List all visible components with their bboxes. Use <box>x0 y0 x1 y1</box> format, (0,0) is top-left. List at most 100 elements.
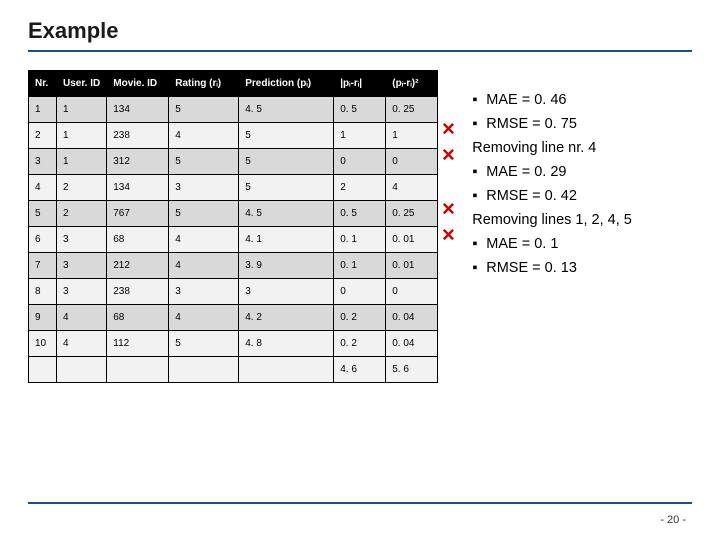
table-row: 636844. 10. 10. 01 <box>29 227 438 253</box>
table-cell: 4 <box>386 175 438 201</box>
content-row: Nr. User. ID Movie. ID Rating (rᵢ) Predi… <box>28 70 692 383</box>
table-row: 7321243. 90. 10. 01 <box>29 253 438 279</box>
table-header-row: Nr. User. ID Movie. ID Rating (rᵢ) Predi… <box>29 71 438 97</box>
table-row: 946844. 20. 20. 04 <box>29 305 438 331</box>
table-cell: 0. 04 <box>386 305 438 331</box>
table-cell: 0. 2 <box>334 305 386 331</box>
table-cell: 3 <box>239 279 334 305</box>
ratings-table: Nr. User. ID Movie. ID Rating (rᵢ) Predi… <box>28 70 438 383</box>
table-cell: 0. 1 <box>334 227 386 253</box>
remove-1245: Removing lines 1, 2, 4, 5 <box>472 212 632 228</box>
table-cell: 5 <box>29 201 57 227</box>
table-row: 10411254. 80. 20. 04 <box>29 331 438 357</box>
mae-1: MAE = 0. 46 <box>472 92 632 108</box>
table-row: 832383300 <box>29 279 438 305</box>
table-cell: 0. 25 <box>386 97 438 123</box>
table-cell: 4 <box>169 123 239 149</box>
table-cell <box>57 357 107 383</box>
table-cell: 5 <box>169 149 239 175</box>
table-cell: 0. 5 <box>334 97 386 123</box>
table-cell: 0. 04 <box>386 331 438 357</box>
th-nr: Nr. <box>29 71 57 97</box>
th-user: User. ID <box>57 71 107 97</box>
page-title: Example <box>28 18 692 44</box>
table-cell: 4. 5 <box>239 201 334 227</box>
table-cell: 5. 6 <box>386 357 438 383</box>
table-cell: 5 <box>169 331 239 357</box>
table-cell: 5 <box>239 175 334 201</box>
table-wrap: Nr. User. ID Movie. ID Rating (rᵢ) Predi… <box>28 70 438 383</box>
table-cell: 134 <box>107 97 169 123</box>
remove-4: Removing line nr. 4 <box>472 140 632 156</box>
table-row: 212384511 <box>29 123 438 149</box>
rmse-3: RMSE = 0. 13 <box>472 260 632 276</box>
table-cell: 2 <box>29 123 57 149</box>
table-cell: 0. 2 <box>334 331 386 357</box>
table-cell: 68 <box>107 305 169 331</box>
table-cell: 6 <box>29 227 57 253</box>
table-cell: 1 <box>386 123 438 149</box>
table-cell: 4 <box>169 227 239 253</box>
table-cell: 68 <box>107 227 169 253</box>
table-cell: 4 <box>29 175 57 201</box>
th-pred: Prediction (pᵢ) <box>239 71 334 97</box>
table-cell: 1 <box>334 123 386 149</box>
th-abs: |pᵢ-rᵢ| <box>334 71 386 97</box>
table-cell: 312 <box>107 149 169 175</box>
th-sq: (pᵢ-rᵢ)² <box>386 71 438 97</box>
table-cell: 1 <box>57 149 107 175</box>
table-cell: 4. 1 <box>239 227 334 253</box>
table-cell: 5 <box>239 123 334 149</box>
table-cell: 238 <box>107 279 169 305</box>
table-cell: 3 <box>57 253 107 279</box>
table-cell: 3 <box>29 149 57 175</box>
table-summary-row: 4. 65. 6 <box>29 357 438 383</box>
rmse-2: RMSE = 0. 42 <box>472 188 632 204</box>
footer-line <box>28 502 692 504</box>
table-row: 421343524 <box>29 175 438 201</box>
mae-2: MAE = 0. 29 <box>472 164 632 180</box>
table-cell: 3. 9 <box>239 253 334 279</box>
table-cell: 0. 01 <box>386 253 438 279</box>
title-underline <box>28 50 692 52</box>
x-icon: × <box>442 144 455 166</box>
table-row: 313125500 <box>29 149 438 175</box>
table-cell: 2 <box>57 201 107 227</box>
table-row: 5276754. 50. 50. 25 <box>29 201 438 227</box>
table-cell: 0. 1 <box>334 253 386 279</box>
table-cell: 1 <box>57 97 107 123</box>
table-cell: 0 <box>386 149 438 175</box>
table-cell: 3 <box>169 279 239 305</box>
table-cell: 0 <box>334 149 386 175</box>
table-cell: 7 <box>29 253 57 279</box>
table-cell: 2 <box>57 175 107 201</box>
table-cell: 767 <box>107 201 169 227</box>
table-cell: 4 <box>57 331 107 357</box>
table-cell: 5 <box>169 97 239 123</box>
table-cell <box>107 357 169 383</box>
table-cell: 9 <box>29 305 57 331</box>
table-cell: 5 <box>239 149 334 175</box>
table-cell: 4 <box>169 305 239 331</box>
th-movie: Movie. ID <box>107 71 169 97</box>
table-cell: 2 <box>334 175 386 201</box>
table-cell: 212 <box>107 253 169 279</box>
table-cell: 238 <box>107 123 169 149</box>
table-cell: 10 <box>29 331 57 357</box>
table-cell: 4. 8 <box>239 331 334 357</box>
table-cell <box>239 357 334 383</box>
table-cell: 1 <box>29 97 57 123</box>
x-icon: × <box>442 118 455 140</box>
table-cell: 134 <box>107 175 169 201</box>
table-body: 1113454. 50. 50. 25212384511313125500421… <box>29 97 438 383</box>
table-cell: 4. 6 <box>334 357 386 383</box>
table-row: 1113454. 50. 50. 25 <box>29 97 438 123</box>
table-cell: 5 <box>169 201 239 227</box>
table-cell: 4 <box>57 305 107 331</box>
table-cell: 0. 01 <box>386 227 438 253</box>
table-cell: 8 <box>29 279 57 305</box>
table-cell: 0 <box>386 279 438 305</box>
table-cell: 4. 5 <box>239 97 334 123</box>
table-cell: 1 <box>57 123 107 149</box>
table-cell: 3 <box>169 175 239 201</box>
